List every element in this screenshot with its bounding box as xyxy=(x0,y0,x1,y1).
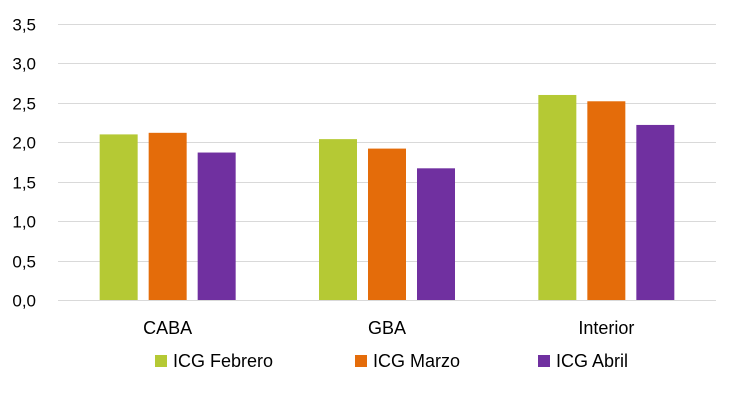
legend-label: ICG Abril xyxy=(556,351,628,371)
x-axis-categories: CABA GBA Interior xyxy=(143,318,634,338)
bar-gba-icg-abril xyxy=(417,168,455,300)
y-tick-label: 1,0 xyxy=(12,213,36,232)
legend: ICG Febrero ICG Marzo ICG Abril xyxy=(155,351,628,371)
legend-label: ICG Marzo xyxy=(373,351,460,371)
category-label: Interior xyxy=(578,318,634,338)
bar-caba-icg-abril xyxy=(197,152,236,300)
bars xyxy=(99,94,675,301)
y-tick-label: 2,5 xyxy=(12,95,36,114)
bar-interior-icg-abril xyxy=(636,124,675,301)
bar-interior-icg-marzo xyxy=(587,101,626,300)
y-tick-label: 3,0 xyxy=(12,55,36,74)
bar-caba-icg-febrero xyxy=(99,134,138,300)
y-axis-ticks: 0,0 0,5 1,0 1,5 2,0 2,5 3,0 3,5 xyxy=(12,16,36,311)
bar-caba-icg-marzo xyxy=(148,132,187,300)
bar-gba-icg-marzo xyxy=(368,148,406,300)
bar-interior-icg-febrero xyxy=(538,94,577,300)
y-tick-label: 1,5 xyxy=(12,174,36,193)
legend-swatch xyxy=(355,355,367,367)
legend-swatch xyxy=(538,355,550,367)
category-label: GBA xyxy=(368,318,406,338)
y-tick-label: 0,5 xyxy=(12,253,36,272)
category-label: CABA xyxy=(143,318,192,338)
legend-label: ICG Febrero xyxy=(173,351,273,371)
legend-swatch xyxy=(155,355,167,367)
bar-gba-icg-febrero xyxy=(319,139,357,300)
y-tick-label: 2,0 xyxy=(12,134,36,153)
y-tick-label: 0,0 xyxy=(12,292,36,311)
y-tick-label: 3,5 xyxy=(12,16,36,35)
